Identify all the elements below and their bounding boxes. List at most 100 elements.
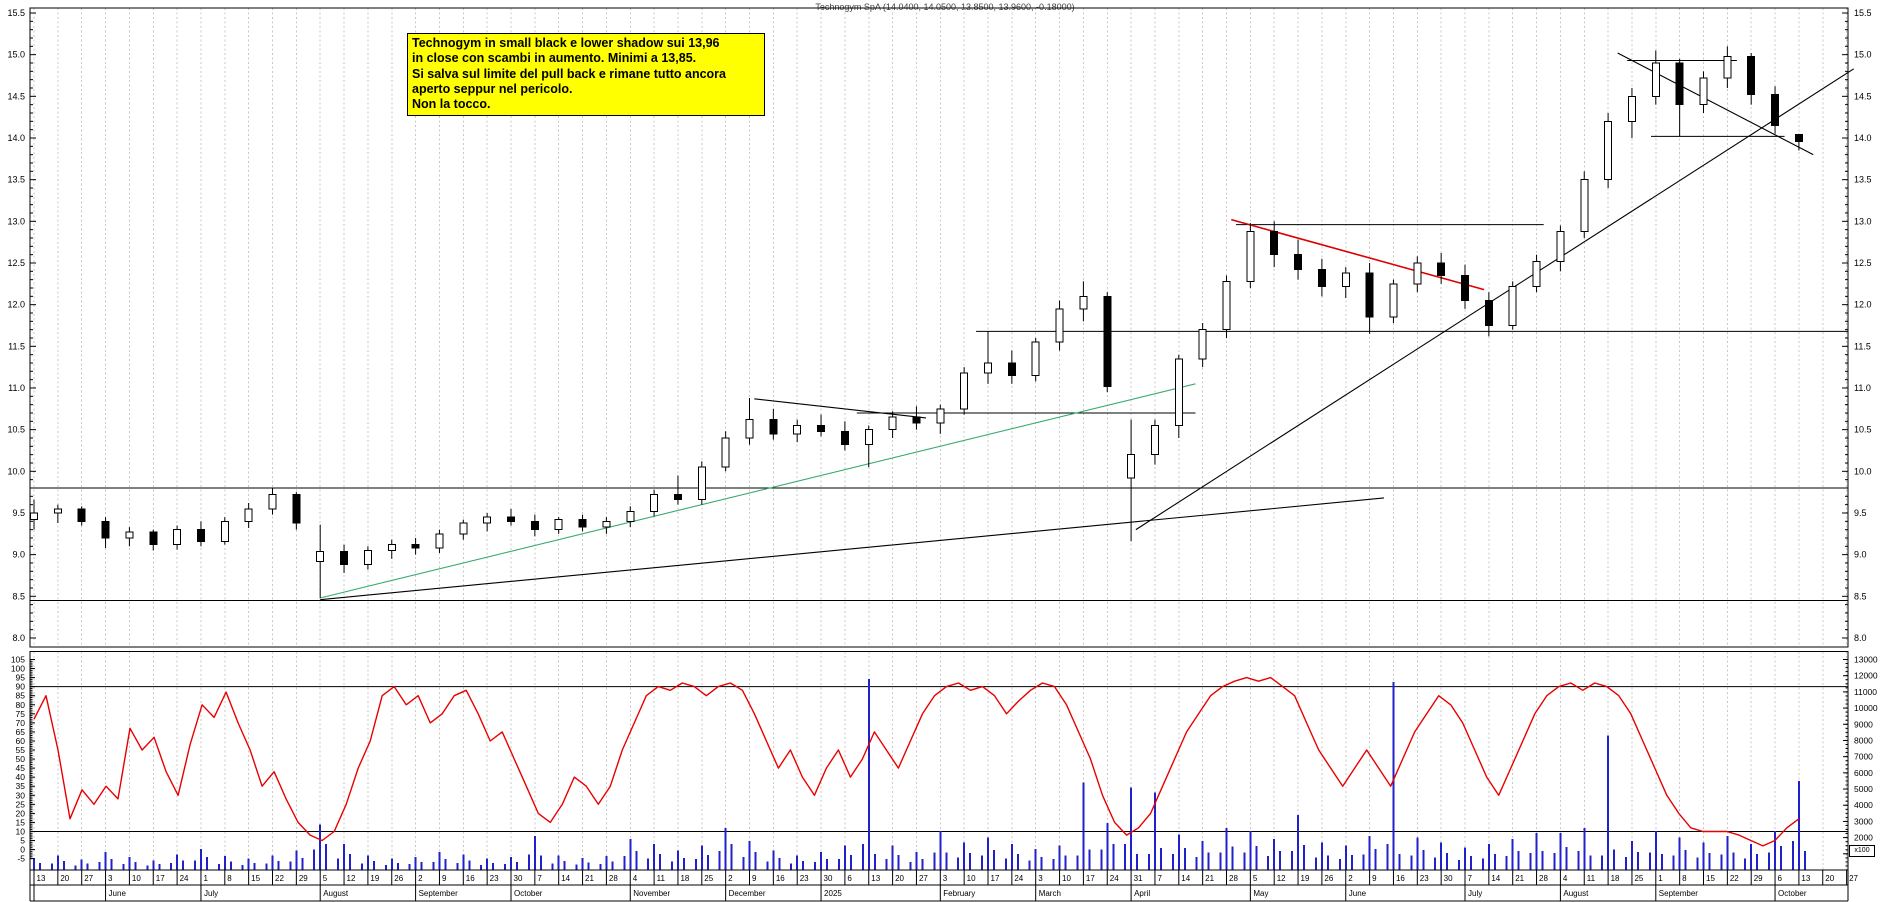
svg-text:28: 28 [609, 874, 618, 883]
svg-text:12: 12 [1277, 874, 1286, 883]
svg-text:-5: -5 [17, 854, 25, 864]
svg-text:25: 25 [704, 874, 713, 883]
annotation-line: Si salva sul limite del pull back e rima… [412, 66, 726, 81]
svg-text:9000: 9000 [1854, 719, 1873, 729]
svg-text:20: 20 [16, 808, 26, 818]
svg-text:July: July [1468, 889, 1482, 898]
svg-text:15.5: 15.5 [1854, 8, 1872, 18]
svg-text:September: September [419, 889, 458, 898]
svg-text:19: 19 [370, 874, 379, 883]
svg-text:13: 13 [37, 874, 46, 883]
svg-text:29: 29 [1754, 874, 1763, 883]
svg-text:October: October [1778, 889, 1807, 898]
svg-text:25: 25 [1634, 874, 1643, 883]
svg-text:7000: 7000 [1854, 752, 1873, 762]
svg-text:April: April [1134, 889, 1150, 898]
svg-text:February: February [943, 889, 975, 898]
svg-text:13: 13 [871, 874, 880, 883]
svg-text:15: 15 [1706, 874, 1715, 883]
svg-text:40: 40 [16, 772, 26, 782]
svg-text:8: 8 [227, 874, 232, 883]
svg-text:15.0: 15.0 [7, 50, 25, 60]
svg-text:18: 18 [1611, 874, 1620, 883]
svg-text:1: 1 [203, 874, 208, 883]
svg-text:5: 5 [323, 874, 328, 883]
svg-text:14: 14 [561, 874, 570, 883]
svg-text:18: 18 [680, 874, 689, 883]
svg-text:27: 27 [919, 874, 928, 883]
svg-text:13.5: 13.5 [1854, 175, 1872, 185]
svg-text:55: 55 [16, 745, 26, 755]
svg-text:22: 22 [1730, 874, 1739, 883]
svg-text:11: 11 [657, 874, 666, 883]
svg-text:2: 2 [728, 874, 733, 883]
svg-text:70: 70 [16, 718, 26, 728]
svg-text:9.0: 9.0 [12, 550, 25, 560]
svg-text:14.0: 14.0 [7, 133, 25, 143]
svg-text:13000: 13000 [1854, 655, 1878, 665]
svg-text:26: 26 [1324, 874, 1333, 883]
svg-text:10: 10 [16, 826, 26, 836]
svg-text:3: 3 [1038, 874, 1043, 883]
svg-text:9.5: 9.5 [12, 508, 25, 518]
svg-text:13.5: 13.5 [7, 175, 25, 185]
svg-text:10: 10 [1062, 874, 1071, 883]
svg-text:0: 0 [20, 845, 25, 855]
svg-text:80: 80 [16, 700, 26, 710]
annotation-line: Non la tocco. [412, 97, 491, 112]
svg-text:11.5: 11.5 [1854, 341, 1871, 351]
svg-text:10.5: 10.5 [7, 425, 25, 435]
svg-text:5: 5 [20, 836, 25, 846]
svg-text:45: 45 [16, 763, 26, 773]
svg-text:30: 30 [514, 874, 523, 883]
svg-text:10000: 10000 [1854, 703, 1878, 713]
svg-text:19: 19 [1301, 874, 1310, 883]
svg-text:50: 50 [16, 754, 26, 764]
svg-text:14.0: 14.0 [1854, 133, 1872, 143]
svg-text:3: 3 [108, 874, 113, 883]
svg-text:60: 60 [16, 736, 26, 746]
svg-text:11.0: 11.0 [8, 383, 25, 393]
svg-text:75: 75 [16, 709, 26, 719]
svg-text:3: 3 [943, 874, 948, 883]
svg-text:7: 7 [1468, 874, 1473, 883]
svg-text:14: 14 [1491, 874, 1500, 883]
svg-text:27: 27 [1849, 874, 1858, 883]
annotation-note[interactable]: Technogym in small black e lower shadow … [407, 33, 765, 117]
svg-text:9: 9 [442, 874, 447, 883]
svg-text:12000: 12000 [1854, 671, 1878, 681]
chart-title: Technogym SpA (14.0400, 14.0500, 13.8500… [815, 2, 1075, 12]
svg-text:15.0: 15.0 [1854, 50, 1872, 60]
svg-text:100: 100 [11, 664, 25, 674]
svg-text:15: 15 [251, 874, 260, 883]
svg-text:20: 20 [895, 874, 904, 883]
svg-text:2: 2 [418, 874, 423, 883]
svg-text:21: 21 [1205, 874, 1214, 883]
svg-text:12.0: 12.0 [7, 300, 25, 310]
svg-text:6: 6 [1778, 874, 1783, 883]
svg-text:9.0: 9.0 [1854, 550, 1867, 560]
svg-text:June: June [1349, 889, 1367, 898]
svg-text:8: 8 [1682, 874, 1687, 883]
svg-text:35: 35 [16, 781, 26, 791]
svg-text:14.5: 14.5 [1854, 91, 1872, 101]
svg-text:11.0: 11.0 [1854, 383, 1871, 393]
svg-text:March: March [1039, 889, 1061, 898]
svg-text:2000: 2000 [1854, 833, 1873, 843]
svg-text:10: 10 [967, 874, 976, 883]
svg-text:6: 6 [847, 874, 852, 883]
svg-text:July: July [204, 889, 218, 898]
svg-text:21: 21 [1515, 874, 1524, 883]
svg-text:7: 7 [1157, 874, 1162, 883]
svg-text:26: 26 [394, 874, 403, 883]
svg-text:11000: 11000 [1854, 687, 1877, 697]
annotation-line: in close con scambi in aumento. Minimi a… [412, 51, 697, 66]
svg-text:13.0: 13.0 [7, 216, 25, 226]
svg-text:10.0: 10.0 [7, 466, 25, 476]
svg-text:17: 17 [1086, 874, 1095, 883]
annotation-line: Technogym in small black e lower shadow … [412, 36, 720, 50]
svg-text:5: 5 [1253, 874, 1258, 883]
svg-text:15.5: 15.5 [7, 8, 25, 18]
